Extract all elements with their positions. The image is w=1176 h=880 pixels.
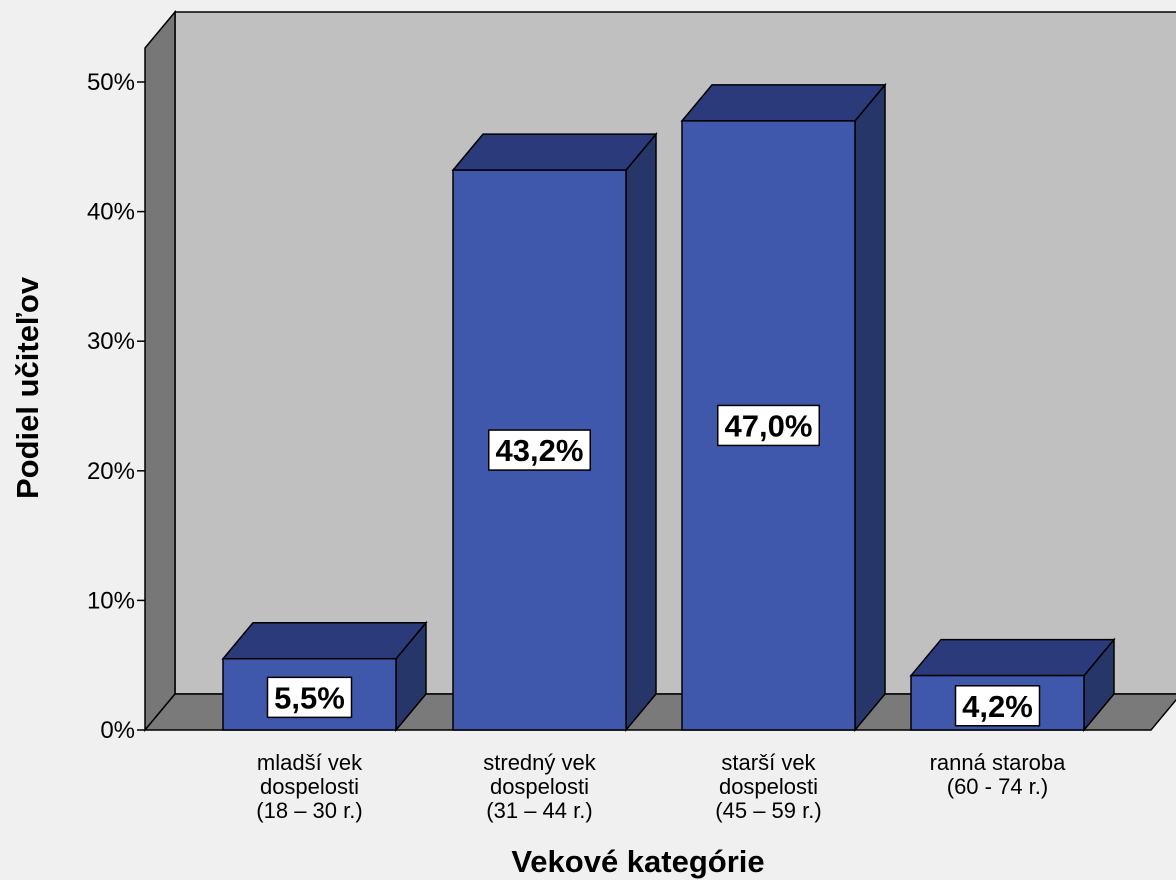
bar-side (854, 82, 886, 733)
bar-group: 4,2% (909, 637, 1116, 733)
bar-top (680, 84, 887, 122)
y-tick-label: 20% (87, 458, 135, 485)
bar-group: 47,0% (680, 82, 887, 733)
y-tick-label: 50% (87, 69, 135, 96)
y-axis: 0% 10% 20% 30% 40% 50% (87, 69, 145, 744)
data-label-box (954, 685, 1041, 727)
data-label: 4,2% (962, 689, 1033, 724)
x-axis-title: Vekové kategórie (511, 844, 764, 879)
bar-top (451, 133, 658, 171)
y-tick-label: 30% (87, 328, 135, 355)
x-tick-label-line: (45 – 59 r.) (715, 798, 821, 823)
y-tick-label: 10% (87, 587, 135, 614)
data-label: 43,2% (496, 433, 584, 468)
x-tick-label: starší vek dospelosti (45 – 59 r.) (715, 750, 821, 823)
y-tick-label: 0% (100, 717, 135, 744)
left-wall (144, 9, 176, 733)
y-tick-label: 40% (87, 199, 135, 226)
x-tick-label-line: stredný vek (483, 750, 596, 775)
data-label: 47,0% (725, 408, 813, 443)
data-label: 5,5% (274, 680, 345, 715)
x-tick-label-line: starší vek (721, 750, 816, 775)
x-tick-label: ranná staroba (60 - 74 r.) (930, 750, 1067, 799)
data-label-box (717, 404, 820, 447)
x-tick-label-line: ranná staroba (930, 750, 1067, 775)
x-tick-label-line: mladší vek (257, 750, 363, 775)
x-axis: mladší vek dospelosti (18 – 30 r.)stredný … (256, 750, 1066, 823)
x-tick-label-line: dospelosti (490, 774, 589, 799)
x-tick-label: stredný vek dospelosti (31 – 44 r.) (483, 750, 596, 823)
data-label-box (488, 429, 591, 471)
x-tick-label-line: (31 – 44 r.) (486, 798, 592, 823)
x-tick-label-line: (60 - 74 r.) (947, 774, 1048, 799)
bar-top (221, 621, 428, 660)
x-tick-label: mladší vek dospelosti (18 – 30 r.) (256, 750, 363, 823)
bar-group: 43,2% (451, 132, 658, 733)
x-tick-label-line: (18 – 30 r.) (256, 798, 362, 823)
bar-side (625, 132, 657, 733)
data-label-box (266, 676, 353, 719)
back-wall (174, 11, 1176, 695)
bar-top (909, 638, 1116, 677)
y-axis-title: Podiel učiteľov (10, 276, 45, 499)
bar-group: 5,5% (221, 620, 428, 733)
bars: 5,5% 43,2% 47,0% 4,2% (221, 82, 1116, 733)
x-tick-label-line: dospelosti (260, 774, 359, 799)
x-tick-label-line: dospelosti (719, 774, 818, 799)
